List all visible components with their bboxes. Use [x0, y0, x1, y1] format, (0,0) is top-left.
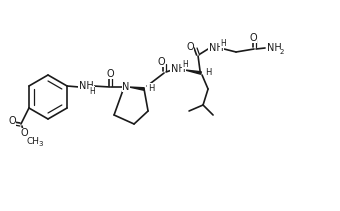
Text: O: O: [186, 42, 194, 52]
Text: H: H: [220, 38, 226, 47]
Text: O: O: [20, 128, 28, 138]
Text: H: H: [205, 68, 211, 77]
Text: 2: 2: [279, 49, 284, 55]
Text: NH: NH: [267, 43, 282, 53]
Text: NH: NH: [79, 81, 94, 91]
Text: O: O: [249, 33, 257, 43]
Text: 3: 3: [39, 141, 43, 147]
Text: O: O: [8, 116, 16, 126]
Text: H: H: [182, 60, 188, 69]
Text: NH: NH: [171, 64, 185, 74]
Polygon shape: [185, 70, 201, 74]
Text: H: H: [148, 84, 154, 92]
Text: H: H: [89, 87, 95, 96]
Text: CH: CH: [27, 137, 39, 146]
Text: N: N: [122, 82, 130, 92]
Polygon shape: [129, 87, 144, 90]
Text: NH: NH: [209, 43, 223, 53]
Text: O: O: [157, 57, 165, 67]
Text: O: O: [106, 69, 114, 79]
